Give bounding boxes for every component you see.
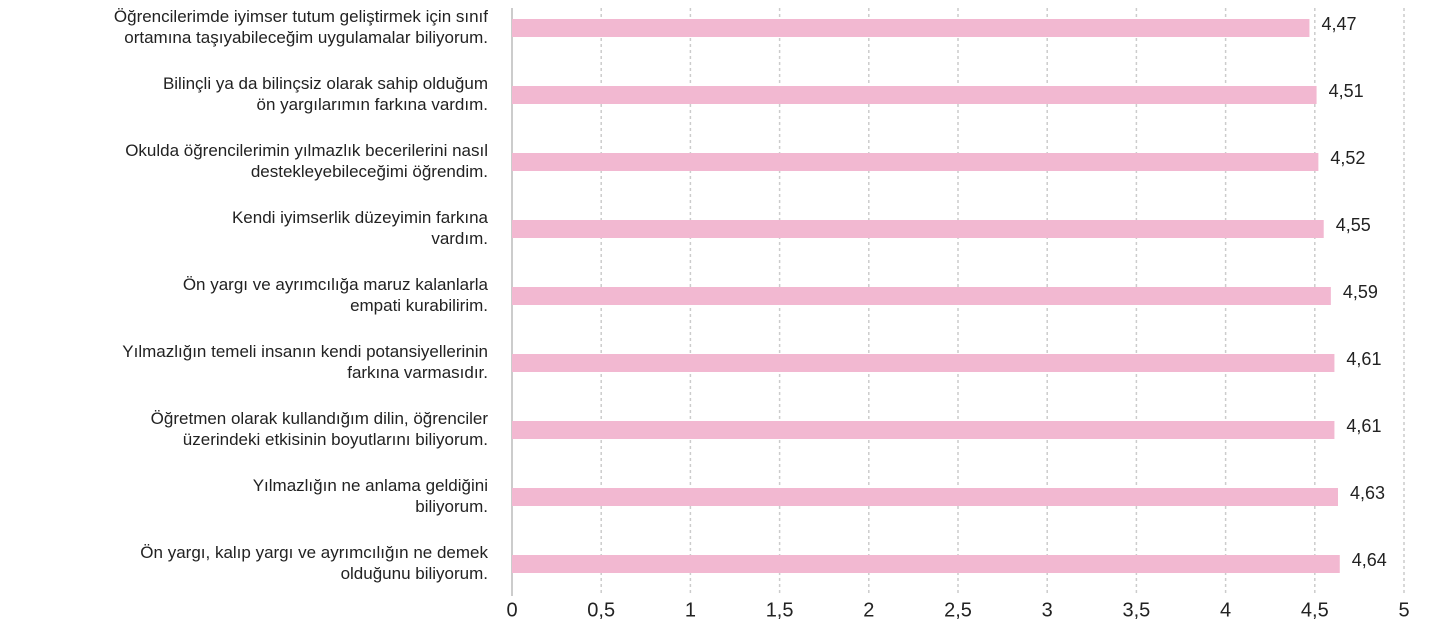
value-label: 4,47 [1321,14,1356,34]
value-label: 4,61 [1346,349,1381,369]
value-label: 4,55 [1336,215,1371,235]
x-tick-label: 0,5 [587,599,615,621]
bar [512,86,1317,104]
bar [512,354,1335,372]
bar [512,153,1319,171]
x-tick-label: 4,5 [1301,599,1329,621]
bar [512,220,1324,238]
x-tick-label: 4 [1220,599,1231,621]
value-label: 4,59 [1343,282,1378,302]
bar [512,555,1340,573]
x-tick-label: 0 [506,599,517,621]
category-label: Okulda öğrencilerimin yılmazlık becerile… [125,141,488,181]
x-tick-label: 1,5 [766,599,794,621]
value-label: 4,51 [1329,81,1364,101]
x-tick-label: 2,5 [944,599,972,621]
value-label: 4,64 [1352,550,1387,570]
x-tick-label: 2 [863,599,874,621]
x-tick-label: 3 [1042,599,1053,621]
category-label: Kendi iyimserlik düzeyimin farkına vardım… [232,208,489,248]
category-label: Yılmazlığın temeli insanın kendi potansi… [122,342,488,382]
bar [512,421,1335,439]
category-label: Öğrencilerimde iyimser tutum geliştirmek… [114,7,488,47]
bar [512,287,1331,305]
value-label: 4,63 [1350,483,1385,503]
value-label: 4,61 [1346,416,1381,436]
x-tick-label: 1 [685,599,696,621]
category-label: Ön yargı ve ayrımcılığa maruz kalanlarla… [183,275,489,315]
category-label: Öğretmen olarak kullandığım dilin, öğren… [151,409,489,449]
x-tick-label: 5 [1398,599,1409,621]
bar [512,488,1338,506]
category-label: Ön yargı, kalıp yargı ve ayrımcılığın ne… [140,543,488,583]
bar [512,19,1310,37]
value-label: 4,52 [1330,148,1365,168]
category-label: Bilinçli ya da bilinçsiz olarak sahip ol… [163,74,488,114]
x-tick-label: 3,5 [1122,599,1150,621]
category-label: Yılmazlığın ne anlama geldiğini biliyorum… [253,476,488,516]
